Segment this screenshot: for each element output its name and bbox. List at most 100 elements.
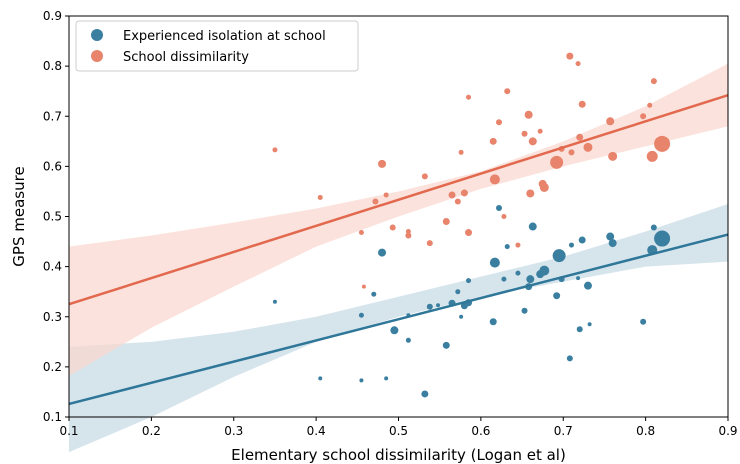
scatter-point-s0-38 bbox=[576, 326, 583, 333]
scatter-point-s1-4 bbox=[372, 198, 379, 205]
confidence-bands bbox=[69, 63, 728, 453]
scatter-point-s1-21 bbox=[495, 119, 502, 126]
scatter-point-s1-25 bbox=[521, 130, 528, 137]
regression-line-0 bbox=[68, 233, 729, 406]
legend-box bbox=[75, 20, 359, 72]
scatter-point-s1-45 bbox=[646, 150, 658, 162]
y-tick-label: 0.6 bbox=[43, 159, 62, 173]
scatter-point-s0-1 bbox=[318, 376, 323, 381]
scatter-point-s0-25 bbox=[515, 270, 521, 276]
scatter-point-s1-22 bbox=[501, 214, 507, 219]
scatter-point-s1-1 bbox=[317, 194, 323, 200]
scatter-point-s1-0 bbox=[272, 147, 278, 153]
scatter-point-s0-40 bbox=[583, 281, 592, 290]
scatter-point-s1-20 bbox=[489, 174, 500, 185]
scatter-point-s0-4 bbox=[371, 291, 377, 297]
scatter-point-s1-14 bbox=[454, 198, 461, 205]
regression-lines bbox=[68, 94, 729, 406]
scatter-point-s1-42 bbox=[640, 113, 647, 120]
scatter-point-s1-3 bbox=[361, 284, 366, 289]
x-axis-label: Elementary school dissimilarity (Logan e… bbox=[231, 446, 566, 464]
scatter-point-s0-0 bbox=[272, 299, 277, 304]
scatter-point-s0-41 bbox=[587, 322, 592, 327]
y-axis-label: GPS measure bbox=[10, 166, 28, 266]
scatter-point-s1-26 bbox=[524, 110, 533, 119]
scatter-point-s0-39 bbox=[578, 236, 586, 244]
legend-label-dissimilarity: School dissimilarity bbox=[123, 50, 249, 65]
x-tick-label: 0.3 bbox=[224, 424, 243, 438]
scatter-point-s0-7 bbox=[390, 326, 399, 335]
scatter-point-s0-46 bbox=[650, 224, 657, 231]
scatter-point-s1-8 bbox=[405, 232, 412, 239]
scatter-point-s0-8 bbox=[405, 337, 411, 343]
scatter-point-s0-5 bbox=[378, 248, 387, 257]
x-tick-label: 0.8 bbox=[636, 424, 655, 438]
scatter-point-s1-10 bbox=[421, 173, 428, 180]
scatter-point-s0-32 bbox=[553, 292, 561, 300]
y-tick-label: 0.1 bbox=[43, 410, 62, 424]
scatter-point-s0-36 bbox=[568, 242, 574, 248]
scatter-point-s0-13 bbox=[442, 341, 450, 349]
scatter-point-s0-10 bbox=[421, 390, 429, 398]
scatter-point-s1-38 bbox=[578, 100, 586, 108]
scatter-point-s0-22 bbox=[495, 204, 502, 211]
scatter-point-s1-5 bbox=[378, 159, 387, 168]
legend-marker-isolation bbox=[91, 29, 103, 41]
scatter-point-s1-28 bbox=[528, 137, 537, 146]
scatter-point-s0-43 bbox=[608, 239, 617, 248]
y-tick-label: 0.7 bbox=[43, 109, 62, 123]
scatter-point-s0-29 bbox=[528, 222, 537, 231]
confidence-band-1 bbox=[69, 63, 728, 376]
scatter-point-s1-40 bbox=[606, 117, 615, 126]
y-tick-label: 0.8 bbox=[43, 59, 62, 73]
scatter-point-s1-11 bbox=[426, 240, 433, 247]
legend-label-isolation: Experienced isolation at school bbox=[123, 29, 326, 44]
scatter-point-s1-32 bbox=[550, 155, 564, 169]
scatter-point-s1-18 bbox=[465, 229, 473, 237]
regression-line-1 bbox=[68, 94, 729, 306]
y-tick-label: 0.4 bbox=[43, 260, 62, 274]
scatter-point-s0-20 bbox=[489, 318, 497, 326]
scatter-point-s1-24 bbox=[515, 242, 521, 248]
scatter-point-s0-24 bbox=[504, 244, 510, 250]
scatter-point-s0-3 bbox=[358, 312, 364, 318]
scatter-point-s1-27 bbox=[526, 189, 535, 198]
x-tick-label: 0.7 bbox=[554, 424, 573, 438]
confidence-band-0 bbox=[69, 203, 728, 453]
scatter-point-s1-43 bbox=[647, 102, 653, 108]
scatter-point-s0-16 bbox=[459, 314, 464, 319]
legend: Experienced isolation at school School d… bbox=[75, 20, 359, 72]
scatter-point-s1-39 bbox=[583, 142, 593, 152]
scatter-points bbox=[272, 52, 671, 398]
scatter-point-s1-36 bbox=[575, 61, 581, 67]
x-tick-label: 0.6 bbox=[471, 424, 490, 438]
x-tick-label: 0.5 bbox=[389, 424, 408, 438]
scatter-point-s1-41 bbox=[608, 151, 618, 161]
scatter-point-s0-33 bbox=[552, 249, 566, 263]
scatter-point-s1-9 bbox=[405, 229, 411, 235]
scatter-point-s1-2 bbox=[358, 230, 364, 236]
scatter-point-s0-26 bbox=[521, 307, 528, 314]
scatter-point-s0-19 bbox=[466, 278, 472, 284]
x-axis: 0.1 0.2 0.3 0.4 0.5 0.6 0.7 0.8 0.9 bbox=[59, 417, 738, 438]
scatter-point-s1-29 bbox=[537, 128, 543, 134]
scatter-point-s0-11 bbox=[426, 303, 433, 310]
y-tick-label: 0.2 bbox=[43, 360, 62, 374]
scatter-point-s0-28 bbox=[526, 275, 535, 284]
scatter-point-s1-6 bbox=[383, 192, 389, 198]
scatter-point-s0-12 bbox=[436, 303, 441, 308]
scatter-point-s1-12 bbox=[442, 218, 450, 226]
y-axis: 0.1 0.2 0.3 0.4 0.5 0.6 0.7 0.8 0.9 bbox=[43, 9, 69, 424]
y-tick-label: 0.5 bbox=[43, 210, 62, 224]
legend-marker-dissimilarity bbox=[91, 50, 103, 62]
y-tick-label: 0.9 bbox=[43, 9, 62, 23]
scatter-point-s0-42 bbox=[606, 232, 615, 241]
scatter-point-s0-6 bbox=[384, 376, 389, 381]
x-tick-label: 0.9 bbox=[718, 424, 737, 438]
scatter-point-s1-15 bbox=[458, 149, 464, 155]
scatter-point-s1-16 bbox=[460, 189, 468, 197]
scatter-point-s1-23 bbox=[504, 88, 511, 95]
scatter-point-s0-23 bbox=[501, 276, 507, 282]
scatter-point-s0-47 bbox=[654, 230, 671, 247]
